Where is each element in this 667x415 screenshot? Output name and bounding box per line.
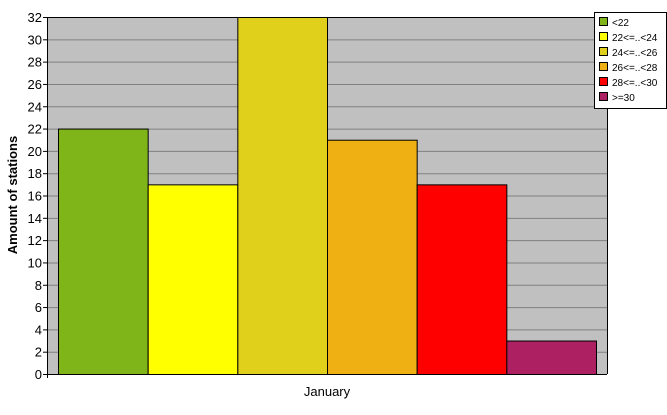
y-tick-label: 2 bbox=[35, 345, 42, 360]
legend: <22 22<=..<24 24<=..<26 26<=..<28 28<=..<30 >… bbox=[594, 12, 667, 109]
bar bbox=[237, 17, 328, 375]
legend-swatch bbox=[599, 47, 608, 56]
y-tick-label: 12 bbox=[28, 233, 42, 248]
y-tick-label: 26 bbox=[28, 77, 42, 92]
y-tick-label: 14 bbox=[28, 211, 42, 226]
bar bbox=[416, 184, 508, 375]
legend-swatch bbox=[599, 32, 608, 41]
legend-label: 28<=..<30 bbox=[612, 78, 658, 89]
y-tick-label: 18 bbox=[28, 166, 42, 181]
y-tick-label: 28 bbox=[28, 55, 42, 70]
y-tick-label: 20 bbox=[28, 144, 42, 159]
legend-label: >=30 bbox=[612, 93, 635, 104]
y-tick-label: 32 bbox=[28, 10, 42, 25]
axes bbox=[47, 17, 608, 378]
legend-swatch bbox=[599, 77, 608, 86]
legend-label: <22 bbox=[612, 18, 629, 29]
legend-label: 24<=..<26 bbox=[612, 48, 658, 59]
y-tick-label: 10 bbox=[28, 255, 42, 270]
legend-swatch bbox=[599, 17, 608, 26]
bar bbox=[147, 184, 239, 375]
y-tick-label: 6 bbox=[35, 300, 42, 315]
x-tick-labels: January bbox=[304, 384, 351, 399]
y-axis-title: Amount of stations bbox=[5, 136, 20, 254]
bar bbox=[506, 340, 598, 375]
bars bbox=[58, 17, 598, 375]
legend-swatch bbox=[599, 92, 608, 101]
y-tick-label: 22 bbox=[28, 122, 42, 137]
legend-label: 26<=..<28 bbox=[612, 63, 658, 74]
legend-label: 22<=..<24 bbox=[612, 33, 658, 44]
bar bbox=[58, 128, 149, 375]
y-tick-label: 8 bbox=[35, 278, 42, 293]
x-tick-label: January bbox=[304, 384, 351, 399]
y-tick-label: 30 bbox=[28, 32, 42, 47]
y-tick-label: 16 bbox=[28, 189, 42, 204]
y-tick-label: 4 bbox=[35, 322, 42, 337]
bar bbox=[327, 139, 418, 375]
legend-swatch bbox=[599, 62, 608, 71]
y-tick-label: 24 bbox=[28, 99, 42, 114]
y-tick-label: 0 bbox=[35, 367, 42, 382]
